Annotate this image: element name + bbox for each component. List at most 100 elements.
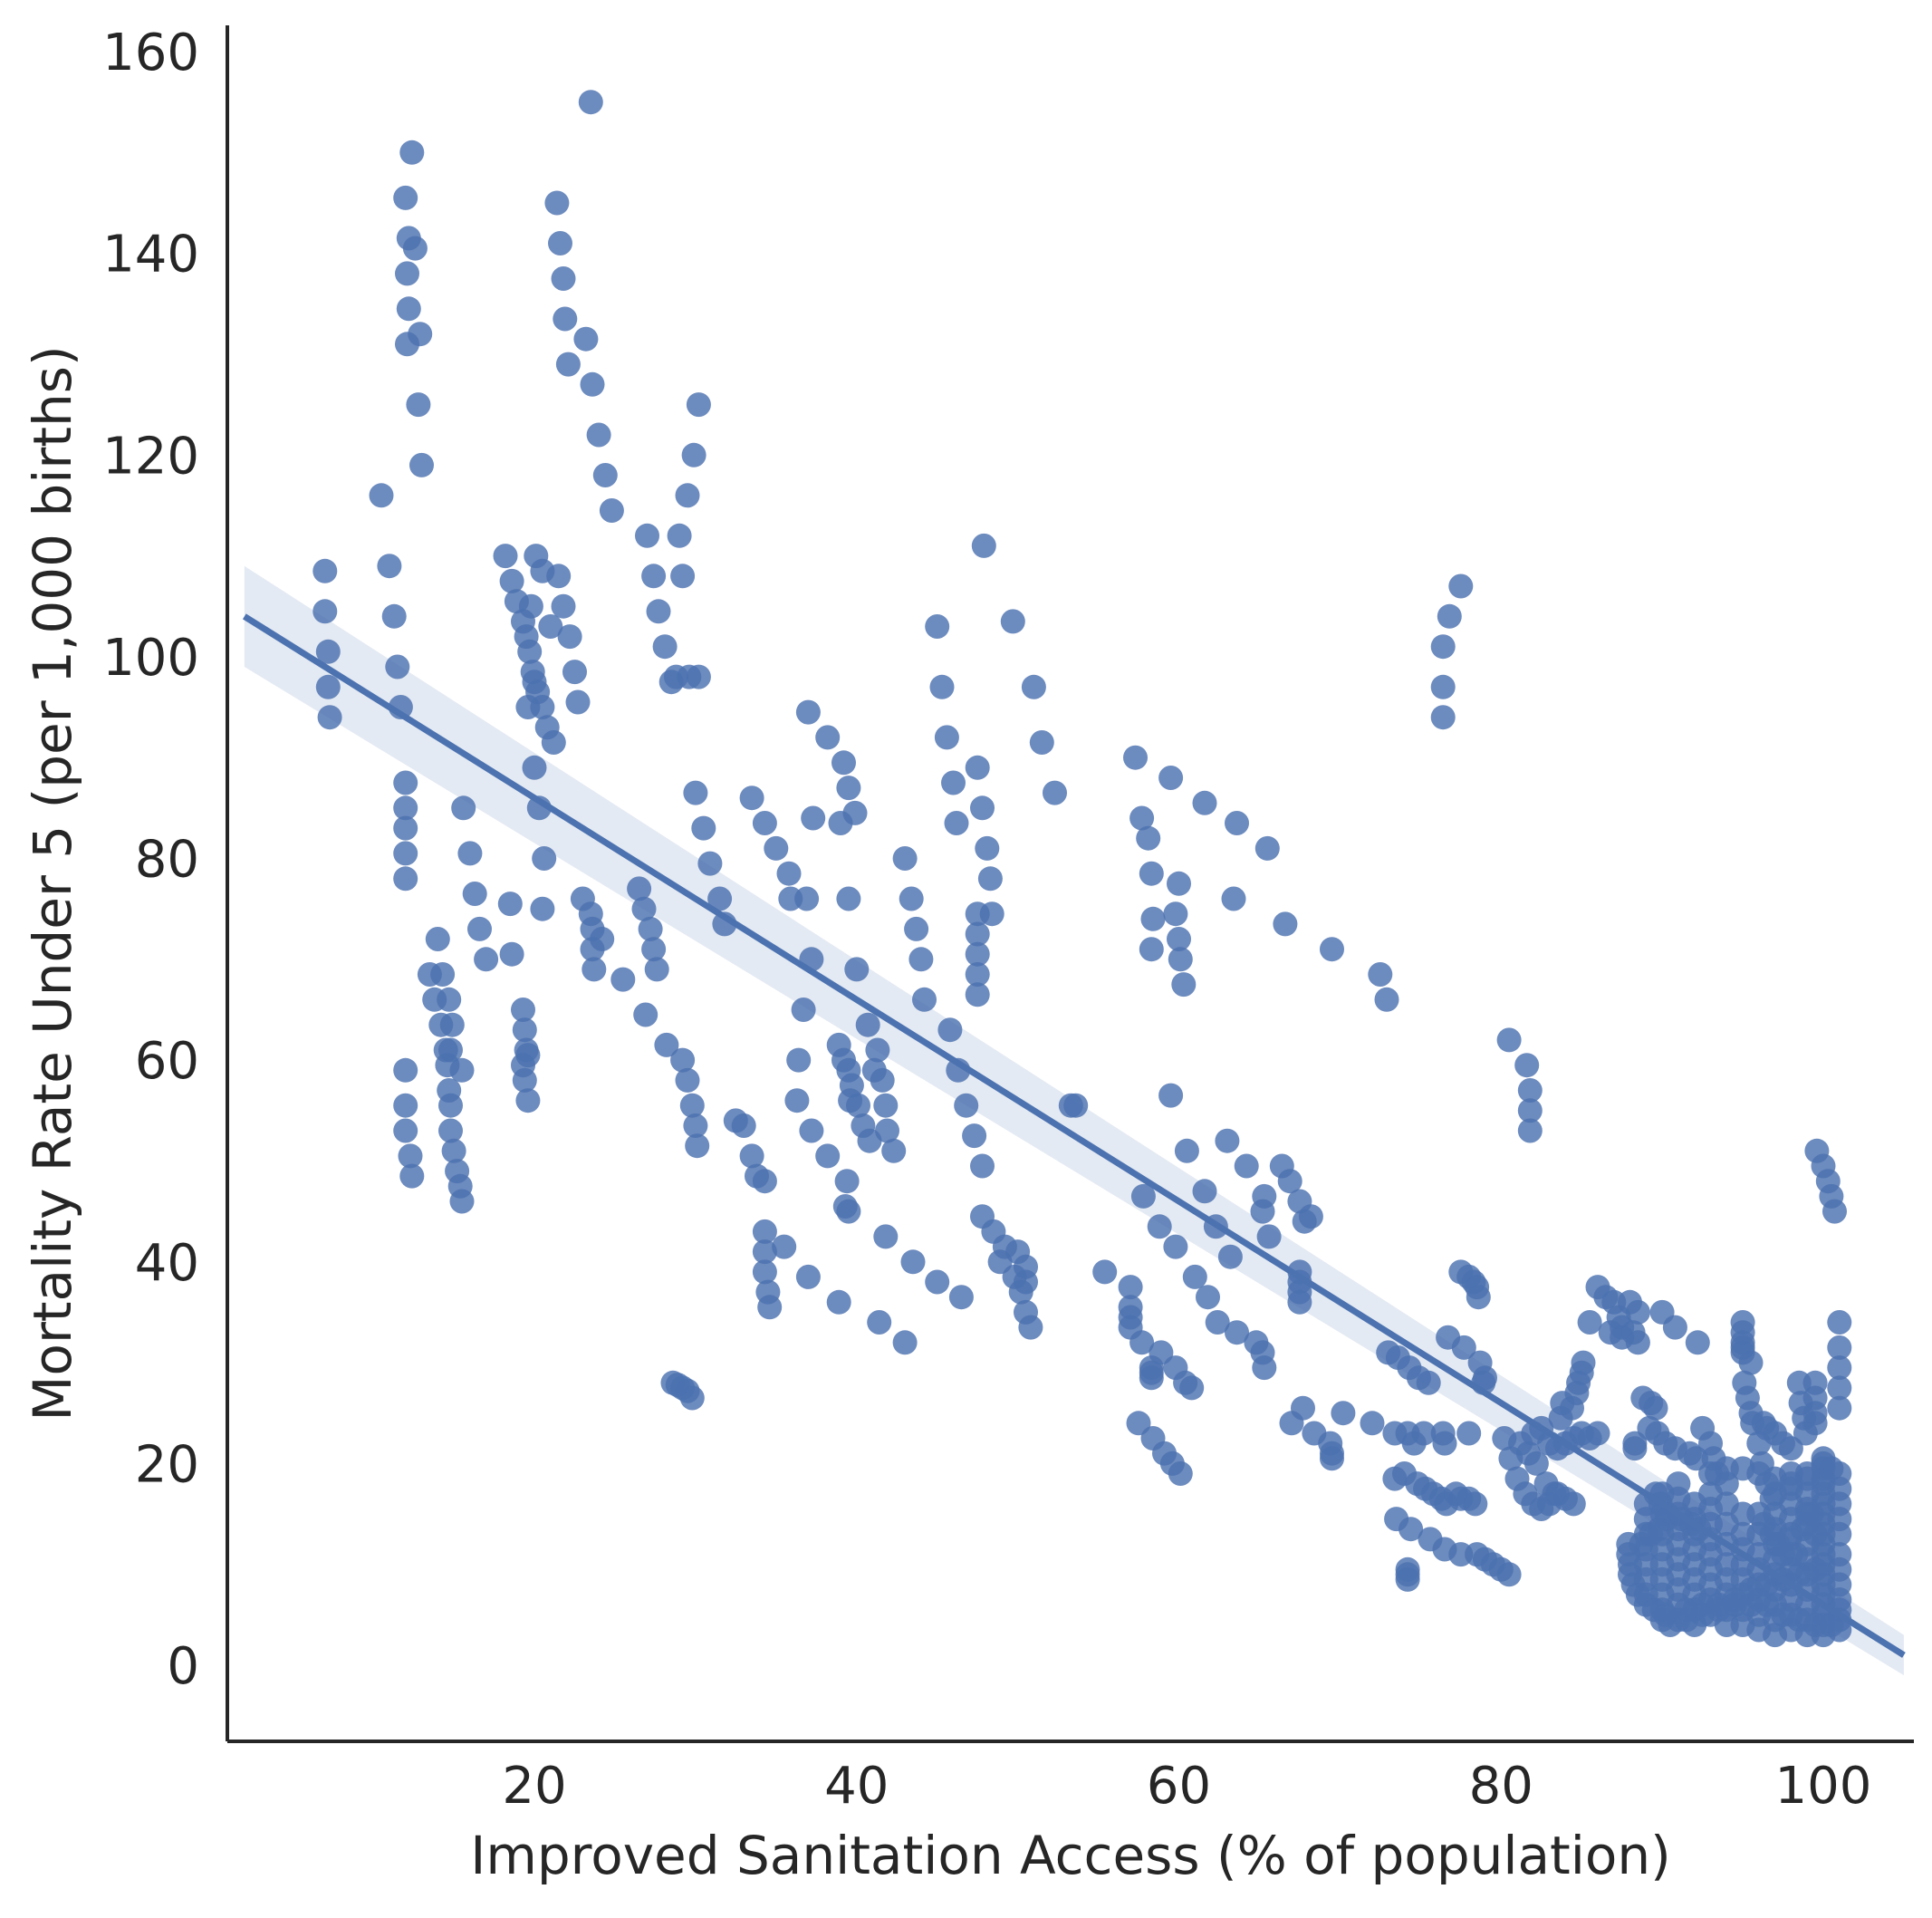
- data-point: [739, 786, 764, 811]
- x-tick-label: 100: [1775, 1757, 1872, 1816]
- data-point: [739, 1143, 764, 1169]
- data-point: [834, 1169, 860, 1194]
- data-point: [1008, 1279, 1033, 1305]
- data-point: [970, 1153, 995, 1179]
- data-point: [934, 725, 959, 750]
- data-point: [1395, 1566, 1420, 1592]
- data-point: [855, 1012, 880, 1037]
- data-point: [441, 1138, 466, 1163]
- data-point: [1168, 1461, 1193, 1486]
- data-point: [832, 1194, 858, 1219]
- data-point: [1577, 1310, 1602, 1335]
- data-point: [633, 1002, 658, 1027]
- data-point: [899, 886, 924, 911]
- y-tick-label: 80: [135, 831, 199, 890]
- data-point: [538, 614, 563, 639]
- data-point: [1320, 1446, 1344, 1471]
- data-point: [393, 1057, 418, 1083]
- data-point: [1147, 1214, 1172, 1239]
- data-point: [707, 886, 733, 911]
- data-point: [1256, 1224, 1282, 1249]
- data-point: [925, 1269, 950, 1295]
- data-point: [1662, 1315, 1687, 1340]
- data-point: [836, 776, 861, 801]
- data-point: [610, 967, 636, 992]
- data-point: [1196, 1285, 1220, 1310]
- data-point: [582, 957, 607, 982]
- data-point: [1416, 1370, 1441, 1395]
- data-point: [1215, 1128, 1240, 1153]
- x-tick-labels: 20 40 60 80 100: [502, 1757, 1871, 1816]
- data-point: [801, 805, 826, 831]
- data-point: [544, 190, 570, 216]
- data-point: [1451, 1335, 1476, 1360]
- data-point: [409, 452, 434, 477]
- data-point: [1225, 811, 1249, 835]
- data-point: [815, 725, 841, 750]
- data-point: [1163, 1234, 1188, 1259]
- data-point: [929, 674, 955, 699]
- data-point: [962, 1123, 987, 1149]
- data-point: [522, 755, 547, 780]
- data-point: [317, 705, 342, 730]
- data-point: [831, 750, 856, 776]
- data-point: [1822, 1199, 1847, 1224]
- data-point: [493, 544, 518, 569]
- data-point: [873, 1093, 899, 1118]
- data-point: [381, 603, 407, 629]
- axes: [226, 25, 1914, 1743]
- data-point: [385, 654, 410, 679]
- y-tick-labels: 0 20 40 60 80 100 120 140 160: [102, 24, 199, 1696]
- data-point: [1517, 1078, 1543, 1103]
- data-point: [457, 841, 483, 866]
- data-point: [685, 1133, 710, 1159]
- data-point: [752, 1239, 777, 1265]
- data-point: [437, 987, 462, 1012]
- data-point: [1221, 886, 1246, 911]
- data-point: [1827, 1355, 1852, 1381]
- data-point: [1234, 1153, 1259, 1179]
- data-point: [667, 523, 692, 548]
- data-point: [904, 916, 929, 941]
- data-point: [1277, 1169, 1302, 1194]
- data-point: [1571, 1350, 1596, 1375]
- data-point: [1092, 1259, 1118, 1285]
- data-point: [1168, 947, 1193, 972]
- data-point: [1118, 1275, 1143, 1300]
- data-point: [1430, 705, 1456, 730]
- x-tick-label: 60: [1147, 1757, 1211, 1816]
- data-point: [451, 795, 476, 821]
- data-point: [497, 892, 523, 917]
- data-point: [1561, 1491, 1586, 1517]
- x-tick-label: 40: [824, 1757, 889, 1816]
- data-point: [791, 998, 816, 1022]
- regression-line-group: [242, 613, 1906, 1658]
- data-point: [675, 1067, 700, 1093]
- data-point: [1174, 1138, 1199, 1163]
- data-point: [1517, 1118, 1543, 1143]
- data-point: [1043, 780, 1067, 805]
- data-point: [686, 392, 711, 418]
- data-point: [670, 1047, 696, 1073]
- data-point: [1163, 901, 1188, 927]
- data-point: [1463, 1491, 1488, 1517]
- data-point: [965, 941, 990, 967]
- data-point: [794, 886, 820, 911]
- data-point: [1523, 1451, 1549, 1476]
- data-point: [532, 846, 557, 871]
- data-point: [1437, 603, 1462, 629]
- data-point: [1182, 1264, 1207, 1289]
- data-point: [499, 941, 524, 967]
- data-point: [1430, 634, 1456, 660]
- y-tick-label: 140: [102, 226, 199, 284]
- data-point: [393, 1093, 418, 1118]
- y-tick-label: 100: [102, 629, 199, 688]
- data-point: [652, 634, 678, 660]
- data-point: [635, 523, 659, 548]
- data-point: [1684, 1446, 1708, 1471]
- data-point: [1625, 1299, 1650, 1325]
- data-point: [795, 699, 821, 725]
- data-point: [1411, 1421, 1437, 1446]
- data-point: [1819, 1613, 1844, 1637]
- data-point: [686, 664, 711, 689]
